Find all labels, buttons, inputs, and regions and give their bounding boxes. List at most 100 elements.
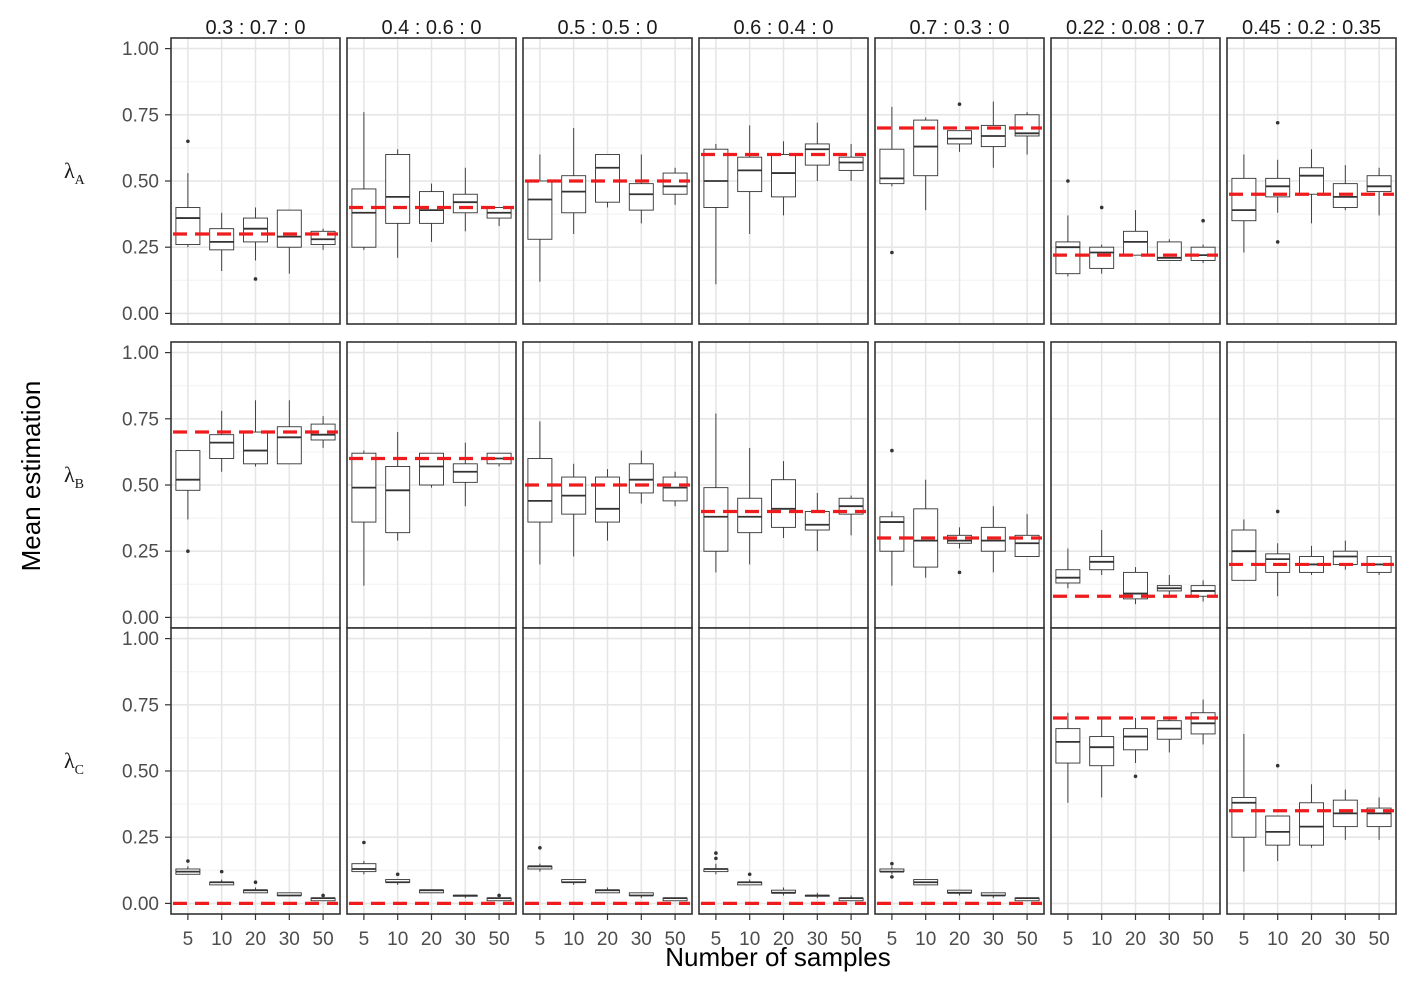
outlier-point [219, 869, 224, 874]
facet-panel [346, 37, 517, 325]
x-tick-label: 30 [1159, 929, 1180, 950]
box [1123, 728, 1148, 751]
facet-panel [874, 627, 1045, 915]
facet-panel [522, 627, 693, 915]
box [276, 209, 302, 248]
x-tick-label: 20 [421, 929, 442, 950]
column-label: 0.7 : 0.3 : 0 [909, 17, 1009, 39]
facet-panel [522, 341, 693, 629]
x-tick-label: 20 [773, 929, 794, 950]
x-tick-label: 5 [887, 929, 898, 950]
box [1089, 246, 1115, 269]
outlier-point [890, 448, 894, 453]
box [1231, 529, 1257, 581]
outlier-point [321, 893, 325, 898]
column-label: 0.22 : 0.08 : 0.7 [1066, 17, 1205, 39]
x-tick-label: 50 [841, 929, 862, 950]
panel-border [346, 37, 517, 325]
box [1332, 550, 1358, 565]
box [1265, 177, 1291, 198]
x-tick-label: 30 [983, 929, 1004, 950]
facet-panel [1226, 341, 1397, 629]
x-tick-label: 20 [1301, 929, 1322, 950]
outlier-point [714, 856, 718, 861]
panel-border [1226, 37, 1397, 325]
panel-border [874, 37, 1045, 325]
box [1014, 534, 1040, 557]
outlier-point [253, 277, 258, 281]
facet-panel [522, 37, 693, 325]
box [662, 476, 688, 502]
outlier-point [1275, 120, 1280, 125]
box [771, 154, 796, 198]
facet-panel [874, 341, 1045, 629]
y-axis-title: Mean estimation [16, 381, 46, 572]
x-axis-group: 5 10 20 30 50 5 10 20 30 50 5 10 20 30 50 5 10 20 30 50 5 10 2… [183, 914, 1390, 950]
box [1089, 736, 1115, 767]
facet-panel [1050, 37, 1221, 325]
box [175, 207, 201, 246]
box [1055, 569, 1081, 584]
box [838, 156, 864, 171]
panel-border [522, 37, 693, 325]
box [703, 148, 729, 208]
facet-panel [698, 37, 869, 325]
x-tick-label: 5 [711, 929, 722, 950]
y-tick-label: 0.50 [122, 762, 159, 783]
outlier-point [253, 880, 258, 885]
box [351, 188, 377, 248]
box [1156, 720, 1182, 740]
column-label: 0.6 : 0.4 : 0 [733, 17, 833, 39]
box [385, 466, 411, 534]
panel-border [1050, 37, 1221, 325]
y-tick-label: 0.75 [122, 695, 159, 716]
x-tick-label: 20 [245, 929, 266, 950]
box [1055, 728, 1081, 764]
facet-panel [874, 37, 1045, 325]
x-tick-label: 10 [563, 929, 584, 950]
y-tick-label: 0.50 [122, 476, 159, 497]
x-tick-label: 20 [949, 929, 970, 950]
row-strip-labels: λA λB λC [64, 158, 86, 778]
facet-panel [170, 341, 341, 629]
y-tick-label: 0.25 [122, 828, 159, 849]
box [1089, 556, 1115, 571]
box [1231, 797, 1257, 838]
outlier-point [1133, 774, 1138, 779]
box [243, 431, 268, 465]
y-tick-label: 0.00 [122, 894, 159, 915]
facet-panel [1226, 627, 1397, 915]
row-label: λC [64, 748, 84, 778]
x-tick-label: 50 [1369, 929, 1390, 950]
box [737, 497, 763, 534]
outlier-point [957, 570, 962, 575]
x-tick-label: 50 [1017, 929, 1038, 950]
outlier-point [1275, 763, 1280, 768]
y-tick-label: 0.25 [122, 238, 159, 259]
facet-panel [698, 341, 869, 629]
x-tick-label: 30 [631, 929, 652, 950]
outlier-point [186, 549, 190, 554]
box [1231, 177, 1257, 222]
facet-panel [1226, 37, 1397, 325]
box [662, 172, 688, 195]
x-tick-label: 30 [455, 929, 476, 950]
box [527, 180, 553, 240]
outlier-point [957, 102, 962, 107]
panel-border [698, 37, 869, 325]
outlier-point [1099, 205, 1104, 210]
facet-panel [170, 627, 341, 915]
outlier-point [497, 893, 501, 898]
outlier-point [186, 859, 190, 863]
y-axis-group: 0.000.250.500.751.000.000.250.500.751.00… [122, 39, 171, 915]
x-tick-label: 20 [1125, 929, 1146, 950]
row-label: λB [64, 462, 84, 492]
box [351, 863, 377, 873]
outlier-point [890, 861, 894, 866]
facet-panels [170, 37, 1397, 915]
box [175, 450, 201, 491]
y-tick-label: 0.75 [122, 409, 159, 430]
outlier-point [186, 139, 190, 144]
x-tick-label: 10 [387, 929, 408, 950]
